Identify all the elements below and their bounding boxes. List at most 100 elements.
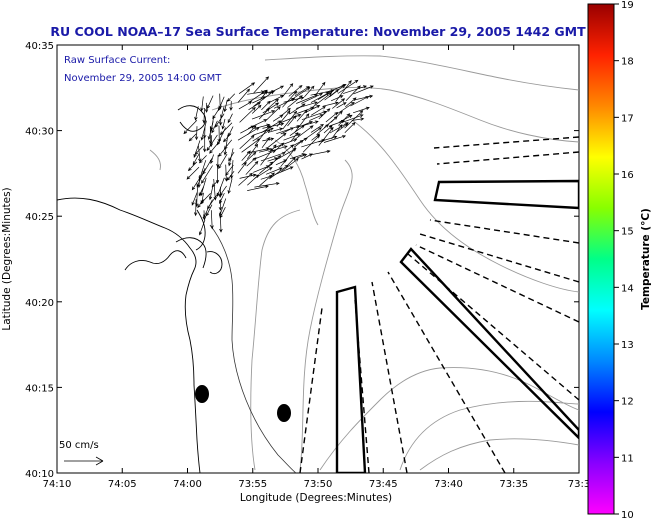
- current-vector: [268, 164, 289, 180]
- current-vector: [344, 122, 356, 133]
- x-tick-label: 73:40: [434, 479, 463, 490]
- current-vector: [274, 166, 294, 176]
- current-vector: [229, 101, 233, 111]
- current-vector: [225, 164, 234, 176]
- current-vector: [287, 156, 296, 166]
- current-vector: [332, 98, 346, 109]
- colorbar-tick-label: 11: [621, 453, 634, 464]
- current-vector: [262, 122, 285, 129]
- current-vector: [318, 108, 331, 120]
- colorbar-tick-label: 15: [621, 227, 634, 238]
- current-vector: [260, 144, 277, 166]
- current-vector: [198, 186, 204, 197]
- current-vector: [218, 115, 223, 126]
- current-vector: [335, 80, 352, 102]
- current-vector: [266, 132, 287, 149]
- station-marker-1: [195, 385, 209, 403]
- current-vector: [198, 155, 207, 164]
- current-vector: [301, 153, 313, 160]
- current-vector: [239, 135, 255, 150]
- current-vector: [197, 174, 201, 189]
- current-vector: [212, 106, 221, 120]
- plot-frame: [56, 44, 580, 474]
- current-vector: [287, 115, 297, 127]
- current-vector: [283, 144, 295, 153]
- y-tick-label: 40:30: [25, 127, 54, 138]
- current-vector: [218, 199, 223, 211]
- current-vector: [323, 125, 333, 134]
- current-vector: [227, 113, 233, 124]
- current-vector: [261, 120, 282, 133]
- current-vector: [296, 153, 308, 159]
- current-vector: [322, 101, 339, 107]
- current-vector: [272, 114, 284, 122]
- current-vector: [223, 134, 229, 156]
- current-vector: [353, 94, 374, 101]
- current-vector: [247, 143, 259, 160]
- current-vector: [227, 178, 233, 194]
- current-vector: [247, 90, 265, 95]
- current-vector: [238, 101, 253, 110]
- current-vector: [273, 98, 296, 109]
- current-vector: [247, 147, 270, 154]
- current-vector: [201, 165, 213, 184]
- current-vector: [215, 165, 220, 184]
- chart-title: RU COOL NOAA–17 Sea Surface Temperature:…: [50, 24, 586, 39]
- current-vector: [254, 124, 271, 146]
- current-vector: [338, 114, 353, 123]
- x-tick-label: 73:55: [238, 479, 267, 490]
- current-vector: [259, 90, 268, 100]
- current-vector: [247, 174, 260, 186]
- y-axis-label: Latitude (Degrees:Minutes): [1, 187, 13, 330]
- x-tick-label: 74:00: [173, 479, 202, 490]
- current-vector: [304, 85, 315, 98]
- current-vector: [206, 134, 218, 152]
- current-vector: [352, 106, 370, 114]
- current-vector: [281, 158, 299, 172]
- current-vector: [259, 161, 274, 174]
- current-vector: [194, 106, 199, 121]
- current-vector: [206, 95, 214, 110]
- scale-label: 50 cm/s: [59, 440, 99, 451]
- annotation-line-1: Raw Surface Current:: [64, 55, 170, 66]
- current-vector: [330, 95, 344, 102]
- colorbar-tick-label: 14: [621, 283, 634, 294]
- current-vector: [226, 93, 236, 102]
- current-vector: [252, 150, 277, 161]
- current-vector: [337, 79, 359, 94]
- current-vector: [261, 100, 271, 111]
- colorbar-tick-label: 17: [621, 113, 634, 124]
- surface-current-vectors: [183, 76, 374, 236]
- current-vector: [288, 84, 303, 97]
- current-vector: [265, 167, 283, 175]
- current-vector: [323, 134, 347, 143]
- current-vector: [276, 110, 291, 127]
- current-vector: [259, 172, 275, 187]
- current-vector: [241, 138, 261, 153]
- colorbar-tick-label: 10: [621, 510, 634, 519]
- current-vector: [223, 133, 232, 143]
- current-vector: [203, 199, 213, 219]
- current-vector: [239, 173, 257, 179]
- colorbar-tick-label: 19: [621, 0, 634, 11]
- current-vector: [345, 85, 361, 101]
- current-vector: [342, 85, 367, 94]
- current-vector: [192, 153, 200, 166]
- current-vector: [345, 97, 357, 108]
- current-vector: [344, 110, 364, 129]
- current-vector: [253, 90, 275, 107]
- current-vector: [246, 157, 257, 167]
- current-vector: [228, 151, 235, 162]
- current-vector: [194, 126, 199, 141]
- current-vector: [301, 93, 324, 104]
- current-vector: [268, 127, 284, 133]
- current-vector: [218, 153, 228, 169]
- current-vector: [273, 138, 298, 149]
- x-tick-label: 73:35: [499, 479, 528, 490]
- annotation-line-2: November 29, 2005 14:00 GMT: [64, 73, 222, 84]
- current-vector: [273, 142, 285, 152]
- current-vector: [282, 83, 294, 98]
- current-vector: [318, 126, 334, 146]
- current-vector: [268, 85, 285, 94]
